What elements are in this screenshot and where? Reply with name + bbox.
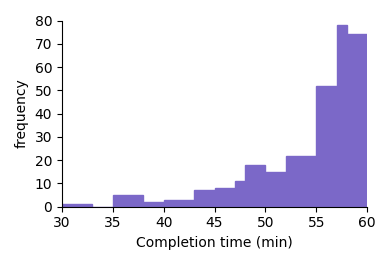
- Bar: [265, 172, 286, 207]
- Bar: [164, 200, 194, 207]
- Bar: [337, 25, 347, 207]
- Bar: [62, 204, 92, 207]
- Bar: [194, 191, 215, 207]
- Bar: [143, 202, 164, 207]
- Bar: [235, 181, 245, 207]
- Bar: [215, 188, 235, 207]
- Bar: [316, 86, 337, 207]
- X-axis label: Completion time (min): Completion time (min): [136, 236, 293, 250]
- Bar: [245, 165, 265, 207]
- Bar: [347, 34, 367, 207]
- Y-axis label: frequency: frequency: [15, 79, 29, 148]
- Bar: [113, 195, 143, 207]
- Bar: [286, 156, 316, 207]
